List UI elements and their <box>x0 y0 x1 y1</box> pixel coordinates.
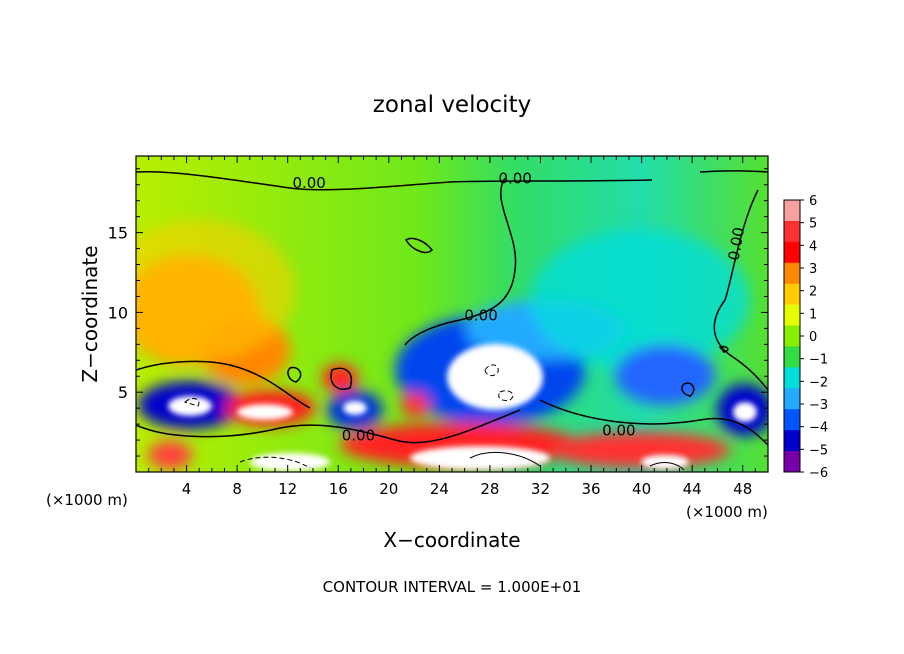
contour-line <box>136 360 311 409</box>
contour-line <box>718 345 729 353</box>
contour-label: 0.00 <box>464 307 497 325</box>
colorbar-label: 0 <box>809 330 817 345</box>
extreme-core <box>250 453 330 471</box>
y-tick-label: 5 <box>118 383 128 402</box>
x-tick-label: 16 <box>329 480 348 498</box>
colorbar-label: −6 <box>809 466 828 481</box>
x-tick-label: 12 <box>278 480 297 498</box>
x-tick-label: 4 <box>182 480 192 498</box>
contour-label: 0.00 <box>342 426 375 444</box>
y-axis-label: Z−coordinate <box>78 245 102 382</box>
contour-line <box>699 170 768 173</box>
cold-halo <box>530 230 750 370</box>
colorbar-swatch <box>784 388 800 410</box>
hot-region <box>550 432 730 468</box>
colorbar-swatch <box>784 367 800 389</box>
colorbar-label: −2 <box>809 375 828 390</box>
x-tick-label: 28 <box>480 480 499 498</box>
x-axis-ticks: 4 8 12 16 20 24 28 32 36 40 44 48 <box>148 156 756 498</box>
colorbar-swatch <box>784 220 800 243</box>
y-axis-ticks: 5 10 15 <box>108 168 768 457</box>
contour-line-dashed <box>498 390 514 401</box>
contour-labels: 0.00 0.00 0.00 0.00 0.00 0.00 <box>292 169 748 444</box>
colorbar-swatch <box>784 325 800 347</box>
colorbar: 6 5 4 3 2 1 0 −1 −2 −3 −4 −5 −6 <box>783 194 828 481</box>
colorbar-label: 3 <box>809 262 817 277</box>
x-tick-label: 36 <box>581 480 600 498</box>
extreme-core <box>168 396 212 416</box>
y-tick-label: 15 <box>108 224 128 243</box>
colorbar-swatch <box>784 346 800 368</box>
warm-halo <box>136 220 295 360</box>
colorbar-swatch <box>784 430 800 452</box>
contour-line <box>713 189 768 391</box>
x-unit-right: (×1000 m) <box>686 503 768 521</box>
extreme-core <box>733 402 757 422</box>
positive-contours <box>469 452 685 471</box>
negative-contours <box>183 364 514 469</box>
hot-region <box>148 441 192 469</box>
x-axis-label: X−coordinate <box>383 528 520 552</box>
hot-region <box>401 393 429 417</box>
contour-line-dashed <box>239 456 311 469</box>
contour-label: 0.00 <box>725 226 749 262</box>
contour-line <box>404 177 517 346</box>
colorbar-swatch <box>784 283 800 306</box>
colorbar-label: 2 <box>809 285 817 300</box>
x-tick-label: 20 <box>379 480 398 498</box>
colorbar-label: −1 <box>809 353 828 368</box>
heatmap-field: 0.00 0.00 0.00 0.00 0.00 0.00 <box>136 156 768 472</box>
colorbar-label: −3 <box>809 398 828 413</box>
contour-line-dashed <box>484 364 499 377</box>
x-unit-left: (×1000 m) <box>46 491 128 509</box>
colorbar-label: 6 <box>809 194 817 209</box>
contour-label: 0.00 <box>498 169 531 187</box>
contour-interval-note: CONTOUR INTERVAL = 1.000E+01 <box>323 578 582 596</box>
y-tick-label: 10 <box>108 303 128 322</box>
colorbar-label: −4 <box>809 421 828 436</box>
contour-label: 0.00 <box>602 422 635 440</box>
contour-line <box>136 170 653 191</box>
contour-line <box>469 452 541 467</box>
x-tick-label: 44 <box>683 480 702 498</box>
contour-line <box>287 366 302 383</box>
chart-title: zonal velocity <box>373 92 531 118</box>
colorbar-swatch <box>784 262 800 285</box>
x-tick-label: 32 <box>531 480 550 498</box>
extreme-core <box>410 446 550 470</box>
contour-line-dashed <box>183 398 200 407</box>
contour-line <box>404 237 434 254</box>
colorbar-swatch <box>784 241 800 264</box>
x-tick-label: 40 <box>632 480 651 498</box>
x-tick-label: 48 <box>733 480 752 498</box>
colorbar-swatch <box>784 451 800 473</box>
contour-line <box>330 367 352 390</box>
extreme-core <box>343 401 367 415</box>
extreme-core <box>237 404 293 420</box>
colorbar-label: 5 <box>809 217 817 232</box>
colorbar-label: −5 <box>809 443 828 458</box>
x-tick-label: 24 <box>430 480 449 498</box>
colorbar-label: 4 <box>809 239 817 254</box>
colorbar-swatch <box>784 304 800 327</box>
colorbar-label: 1 <box>809 307 817 322</box>
contour-line <box>681 382 695 397</box>
extreme-core <box>447 344 543 410</box>
contour-line <box>649 462 685 471</box>
colorbar-swatch <box>784 200 800 222</box>
cold-region <box>615 345 715 405</box>
colorbar-swatch <box>784 409 800 431</box>
x-tick-label: 8 <box>232 480 242 498</box>
contour-label: 0.00 <box>292 174 325 192</box>
contour-line <box>539 399 768 446</box>
zero-contours <box>136 170 768 446</box>
contour-line <box>136 409 521 444</box>
